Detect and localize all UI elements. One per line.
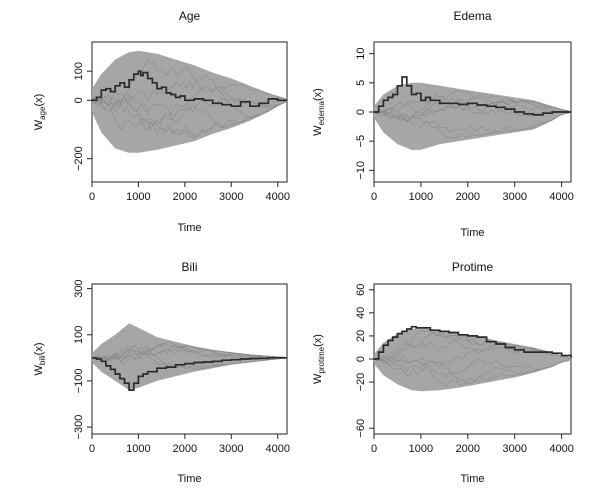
observed-process-line: [92, 356, 287, 392]
x-tick-label: 0: [371, 191, 377, 203]
x-tick-label: 0: [89, 443, 95, 455]
x-tick-label: 4000: [549, 443, 573, 455]
simulated-path: [91, 350, 288, 360]
simulated-path: [373, 90, 572, 121]
simulated-path: [373, 94, 572, 115]
y-tick-label: −100: [73, 369, 85, 394]
x-tick-label: 2000: [456, 191, 480, 203]
y-tick-label: 300: [73, 279, 85, 297]
y-axis-label: Wage(x): [33, 94, 47, 131]
panel-title: Age: [179, 9, 201, 23]
simulated-path: [373, 111, 572, 139]
panel-title: Protime: [452, 260, 494, 274]
simulated-path: [91, 97, 288, 137]
y-tick-label: −300: [73, 415, 85, 440]
x-tick-label: 4000: [265, 191, 289, 203]
simulated-path: [373, 358, 572, 384]
x-tick-label: 3000: [502, 443, 526, 455]
x-tick-label: 2000: [456, 443, 480, 455]
x-tick-label: 2000: [173, 443, 197, 455]
simulated-path: [373, 346, 572, 367]
panel-title: Bili: [181, 260, 197, 274]
simulated-path: [373, 330, 572, 360]
x-tick-label: 1000: [126, 191, 150, 203]
simulation-band: [92, 323, 287, 391]
x-tick-label: 3000: [502, 191, 526, 203]
x-tick-label: 1000: [409, 191, 433, 203]
x-axis-label: Time: [177, 473, 201, 485]
observed-process-line: [92, 70, 287, 108]
y-tick-label: −10: [355, 161, 367, 180]
simulated-path: [91, 344, 288, 370]
y-axis-label: Wbili(x): [33, 343, 47, 376]
y-tick-label: 40: [355, 307, 367, 319]
y-axis-label: Wedema(x): [312, 88, 326, 136]
panel-age: 0 1000 2000 3000 4000 −200 0 100 Age Time Wage(x): [33, 9, 290, 234]
simulated-path: [91, 93, 288, 129]
panel-bili: 0 1000 2000 3000 4000 −300 −100 100 300 Bili Time W…: [33, 260, 290, 485]
y-tick-label: 60: [355, 284, 367, 296]
x-tick-label: 4000: [549, 191, 573, 203]
x-axis-label: Time: [460, 227, 484, 239]
simulated-path: [373, 101, 572, 119]
y-tick-label: 20: [355, 330, 367, 342]
y-tick-label: 100: [73, 326, 85, 344]
y-tick-label: 10: [355, 48, 367, 60]
observed-process-line: [374, 76, 571, 116]
y-tick-label: −60: [355, 419, 367, 438]
x-tick-label: 0: [371, 443, 377, 455]
y-tick-label: 100: [73, 62, 85, 80]
simulated-path: [373, 331, 572, 362]
y-tick-label: 0: [73, 97, 85, 103]
x-tick-label: 2000: [173, 191, 197, 203]
x-tick-label: 1000: [409, 443, 433, 455]
simulated-path: [91, 344, 288, 361]
y-tick-label: −20: [355, 373, 367, 392]
simulation-band: [92, 50, 287, 153]
panel-title: Edema: [453, 9, 491, 23]
simulated-path: [373, 101, 572, 122]
y-tick-label: −200: [73, 146, 85, 171]
observed-process-line: [374, 325, 572, 360]
x-tick-label: 0: [89, 191, 95, 203]
y-tick-label: 5: [355, 80, 367, 86]
panel-protime: 0 1000 2000 3000 4000 −60 −20 0 20 40 60 Protime Tim…: [312, 260, 574, 485]
simulation-band: [374, 82, 571, 150]
y-axis-label: Wprotime(x): [312, 334, 326, 384]
panel-edema: 0 1000 2000 3000 4000 −10 −5 0 5 10 Edema Time Wedem…: [312, 9, 574, 239]
y-tick-label: −5: [355, 135, 367, 148]
simulated-path: [373, 358, 572, 387]
x-tick-label: 1000: [126, 443, 150, 455]
x-tick-label: 4000: [265, 443, 289, 455]
simulated-path: [91, 345, 288, 360]
x-tick-label: 3000: [219, 443, 243, 455]
y-tick-label: 0: [355, 109, 367, 115]
x-axis-label: Time: [460, 473, 484, 485]
simulated-path: [91, 97, 288, 132]
simulated-path: [91, 57, 288, 119]
x-axis-label: Time: [177, 222, 201, 234]
x-tick-label: 3000: [219, 191, 243, 203]
y-tick-label: 0: [355, 356, 367, 362]
simulation-band: [374, 327, 571, 392]
